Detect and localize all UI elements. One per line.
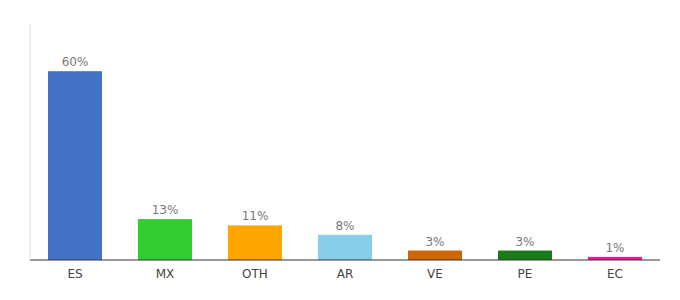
x-tick-label: OTH — [242, 267, 268, 281]
data-label: 13% — [152, 203, 179, 217]
x-tick-label: AR — [337, 267, 354, 281]
data-label: 1% — [605, 241, 624, 255]
x-tick-labels: ES MX OTH AR VE PE EC — [67, 267, 623, 281]
chart: ES MX OTH AR VE PE EC 60% 13% 11% 8% 3% 3% 1% — [0, 0, 680, 300]
data-label: 3% — [515, 235, 534, 249]
data-label: 60% — [62, 55, 89, 69]
bar — [48, 71, 102, 260]
data-label: 3% — [425, 235, 444, 249]
bar — [498, 251, 552, 260]
data-labels: 60% 13% 11% 8% 3% 3% 1% — [62, 55, 625, 255]
page: {"chart_data": {"type": "bar", "categori… — [0, 0, 680, 300]
bar — [228, 225, 282, 260]
y-axis-line — [30, 24, 31, 260]
bar — [318, 235, 372, 260]
data-label: 8% — [335, 219, 354, 233]
x-axis-line — [30, 259, 660, 260]
x-tick-label: VE — [427, 267, 443, 281]
bar — [138, 219, 192, 260]
bar — [408, 251, 462, 260]
axes — [30, 24, 660, 260]
x-tick-label: PE — [518, 267, 533, 281]
chart-container: ES MX OTH AR VE PE EC 60% 13% 11% 8% 3% 3% 1% — [0, 0, 680, 300]
x-tick-label: EC — [607, 267, 623, 281]
x-tick-label: MX — [156, 267, 175, 281]
bars — [48, 71, 642, 260]
data-label: 11% — [242, 209, 269, 223]
x-tick-label: ES — [67, 267, 82, 281]
